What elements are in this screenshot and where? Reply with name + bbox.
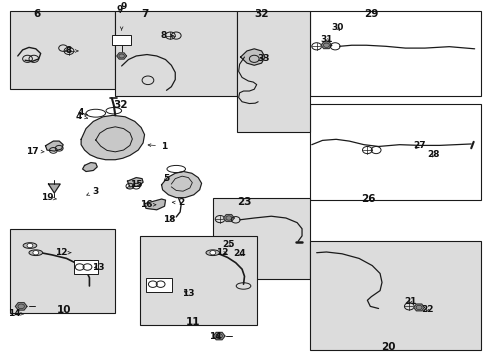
- Bar: [310, 241, 480, 350]
- Text: 10: 10: [57, 305, 71, 315]
- Polygon shape: [81, 115, 144, 160]
- Bar: [146, 278, 171, 292]
- Polygon shape: [45, 141, 63, 151]
- Polygon shape: [82, 163, 97, 171]
- Text: 12: 12: [55, 248, 71, 257]
- Bar: [140, 236, 256, 325]
- Text: 11: 11: [185, 317, 200, 327]
- Text: 15: 15: [127, 180, 142, 189]
- Text: 27: 27: [412, 141, 425, 150]
- Text: 12: 12: [216, 248, 228, 257]
- Text: 14: 14: [208, 332, 221, 341]
- Bar: [212, 198, 310, 279]
- Text: 8: 8: [161, 31, 173, 40]
- Text: 2: 2: [172, 198, 184, 207]
- Polygon shape: [223, 215, 234, 221]
- Text: 3: 3: [86, 187, 99, 196]
- Text: 17: 17: [26, 147, 44, 156]
- Polygon shape: [48, 184, 60, 193]
- Polygon shape: [321, 42, 331, 49]
- Bar: [310, 10, 480, 96]
- Text: 16: 16: [140, 200, 156, 209]
- Bar: [115, 10, 237, 96]
- Text: 30: 30: [330, 23, 343, 32]
- Text: 33: 33: [257, 54, 270, 63]
- Polygon shape: [127, 177, 143, 187]
- Circle shape: [27, 243, 33, 248]
- Text: 31: 31: [320, 35, 332, 44]
- Text: 28: 28: [427, 150, 439, 159]
- Polygon shape: [161, 171, 201, 198]
- Polygon shape: [413, 304, 424, 311]
- Circle shape: [33, 251, 39, 255]
- Text: 25: 25: [222, 240, 235, 249]
- Text: 22: 22: [420, 305, 433, 314]
- Bar: [237, 10, 310, 132]
- Polygon shape: [15, 303, 27, 310]
- Bar: [112, 35, 131, 45]
- Text: 13: 13: [182, 289, 194, 298]
- Text: 8: 8: [66, 46, 78, 55]
- Text: 23: 23: [237, 197, 251, 207]
- Bar: [10, 10, 115, 89]
- Ellipse shape: [205, 250, 219, 256]
- Text: 9: 9: [120, 3, 126, 12]
- Text: 4: 4: [78, 108, 84, 117]
- Text: 18: 18: [163, 215, 175, 224]
- Polygon shape: [144, 199, 165, 210]
- Polygon shape: [117, 53, 126, 59]
- Polygon shape: [213, 332, 224, 340]
- Text: 14: 14: [8, 309, 23, 318]
- Text: 26: 26: [361, 194, 375, 204]
- Ellipse shape: [23, 243, 37, 248]
- Text: 4: 4: [75, 112, 87, 121]
- Text: 5: 5: [163, 174, 169, 183]
- Text: 20: 20: [380, 342, 395, 352]
- Text: 32: 32: [254, 9, 268, 19]
- Text: 24: 24: [233, 249, 245, 258]
- Text: 19: 19: [41, 193, 56, 202]
- Text: 9: 9: [117, 5, 123, 14]
- Circle shape: [209, 251, 215, 255]
- Text: 1: 1: [148, 141, 167, 150]
- Text: 7: 7: [141, 9, 148, 19]
- Text: 13: 13: [92, 262, 104, 271]
- Bar: [74, 260, 98, 274]
- Text: 29: 29: [364, 9, 378, 19]
- Text: 32: 32: [113, 100, 127, 110]
- Polygon shape: [240, 49, 264, 65]
- Text: 6: 6: [34, 9, 41, 19]
- Text: 21: 21: [403, 297, 416, 306]
- Ellipse shape: [29, 250, 42, 256]
- Bar: [10, 229, 115, 313]
- Bar: [310, 104, 480, 200]
